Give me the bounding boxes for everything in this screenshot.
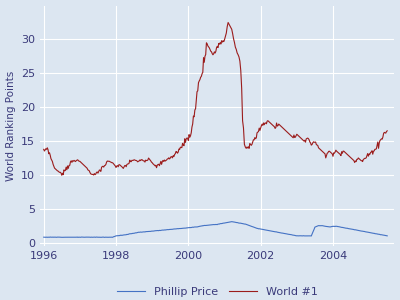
Phillip Price xyxy=(385,234,390,238)
World #1 xyxy=(41,148,46,151)
Phillip Price xyxy=(84,235,89,239)
Line: Phillip Price: Phillip Price xyxy=(44,222,387,237)
World #1 xyxy=(91,173,96,177)
World #1 xyxy=(238,59,242,63)
Phillip Price xyxy=(352,228,356,231)
Phillip Price xyxy=(49,236,54,239)
Phillip Price xyxy=(41,236,46,239)
Phillip Price xyxy=(234,221,239,224)
World #1 xyxy=(110,161,115,164)
Phillip Price xyxy=(229,220,234,224)
Phillip Price xyxy=(162,228,167,232)
Phillip Price xyxy=(97,236,102,239)
World #1 xyxy=(226,21,230,24)
World #1 xyxy=(57,171,62,174)
Line: World #1: World #1 xyxy=(44,22,387,175)
World #1 xyxy=(385,129,390,133)
Phillip Price xyxy=(76,236,80,239)
World #1 xyxy=(171,154,176,158)
Legend: Phillip Price, World #1: Phillip Price, World #1 xyxy=(113,283,322,300)
World #1 xyxy=(59,173,64,177)
World #1 xyxy=(316,146,321,150)
Y-axis label: World Ranking Points: World Ranking Points xyxy=(6,71,16,181)
